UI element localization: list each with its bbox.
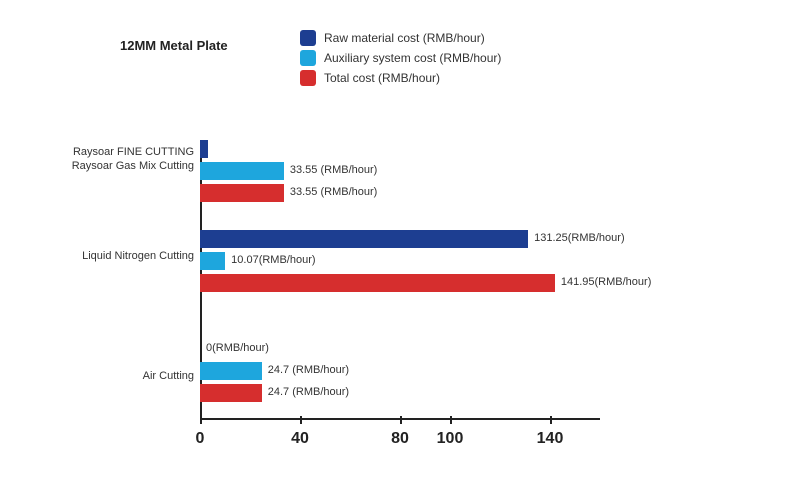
legend-item-raw: Raw material cost (RMB/hour) (300, 30, 501, 46)
bar-value-label: 0(RMB/hour) (206, 342, 269, 354)
category-label: Air Cutting (143, 370, 194, 382)
bar-total (200, 184, 284, 202)
x-tick (300, 416, 302, 424)
plot-area: 04080100140 33.55 (RMB/hour)33.55 (RMB/h… (200, 140, 600, 420)
bar-raw (200, 140, 208, 158)
x-tick-label: 140 (537, 430, 564, 448)
bar-raw (200, 230, 528, 248)
bar-aux (200, 252, 225, 270)
bar-value-label: 131.25(RMB/hour) (534, 232, 625, 244)
bar-value-label: 141.95(RMB/hour) (561, 276, 652, 288)
x-tick-label: 40 (291, 430, 309, 448)
legend: Raw material cost (RMB/hour) Auxiliary s… (300, 30, 501, 90)
x-tick (550, 416, 552, 424)
legend-swatch-total (300, 70, 316, 86)
category-label: Liquid Nitrogen Cutting (82, 250, 194, 262)
category-label: Raysoar Gas Mix Cutting (72, 160, 194, 172)
bar-value-label: 33.55 (RMB/hour) (290, 186, 377, 198)
x-tick-label: 0 (196, 430, 205, 448)
x-tick (200, 416, 202, 424)
x-tick (400, 416, 402, 424)
bar-aux (200, 162, 284, 180)
legend-swatch-aux (300, 50, 316, 66)
x-tick-label: 100 (437, 430, 464, 448)
legend-label-total: Total cost (RMB/hour) (324, 71, 440, 85)
legend-item-total: Total cost (RMB/hour) (300, 70, 501, 86)
bar-aux (200, 362, 262, 380)
bar-value-label: 24.7 (RMB/hour) (268, 386, 349, 398)
bar-value-label: 33.55 (RMB/hour) (290, 164, 377, 176)
bar-total (200, 274, 555, 292)
bar-value-label: 10.07(RMB/hour) (231, 254, 315, 266)
category-label: Raysoar FINE CUTTING (73, 146, 194, 158)
legend-label-raw: Raw material cost (RMB/hour) (324, 31, 485, 45)
legend-label-aux: Auxiliary system cost (RMB/hour) (324, 51, 501, 65)
chart-title: 12MM Metal Plate (120, 38, 228, 53)
x-tick (450, 416, 452, 424)
x-tick-label: 80 (391, 430, 409, 448)
legend-item-aux: Auxiliary system cost (RMB/hour) (300, 50, 501, 66)
bar-total (200, 384, 262, 402)
bar-value-label: 24.7 (RMB/hour) (268, 364, 349, 376)
legend-swatch-raw (300, 30, 316, 46)
